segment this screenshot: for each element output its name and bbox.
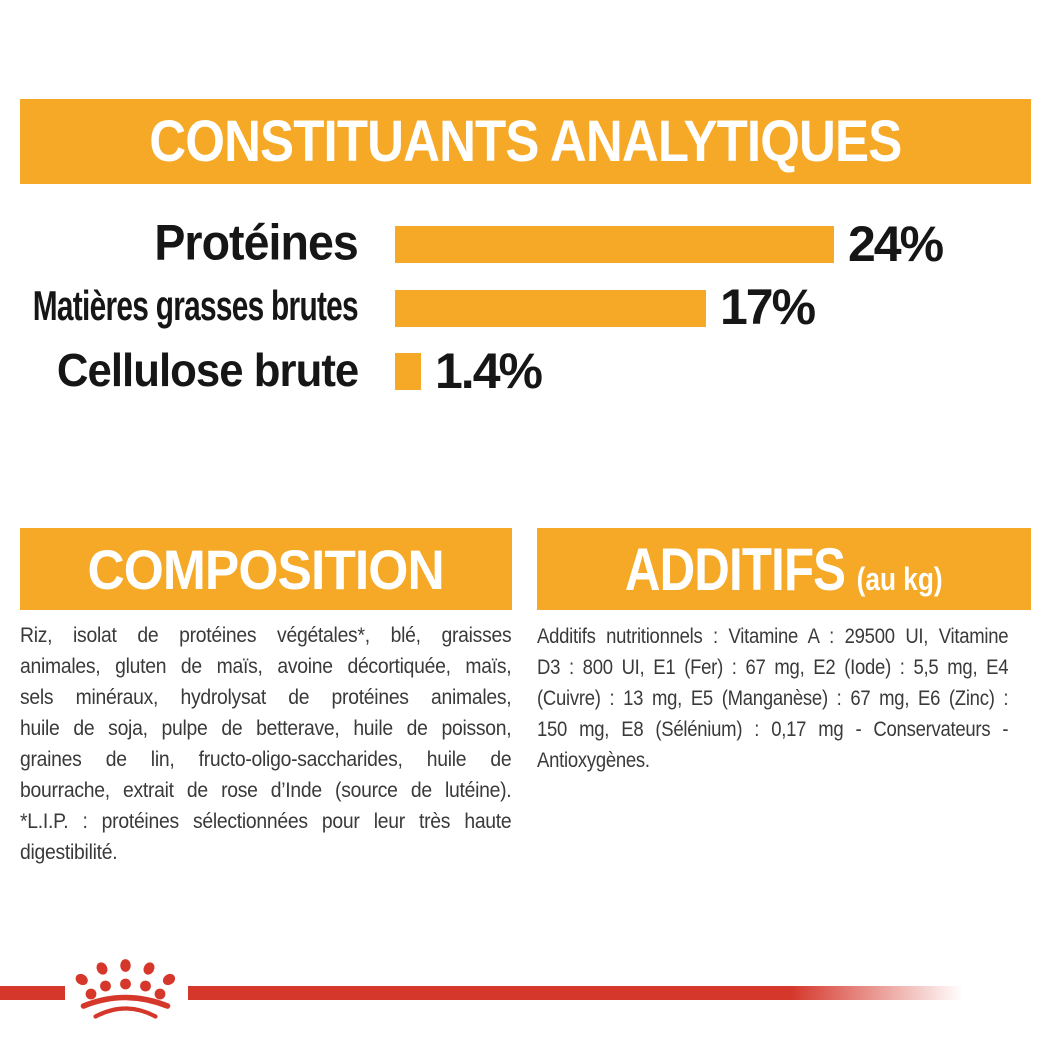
text-line: sels minéraux, hydrolysat de protéines a… [20, 685, 512, 709]
bar-0 [395, 226, 834, 263]
composition-text: Riz, isolat de protéines végétales*, blé… [20, 620, 512, 868]
text-line: animales, gluten de maïs, avoine décorti… [20, 654, 512, 678]
additives-banner: ADDITIFS (au kg) [537, 528, 1031, 610]
text-line: Additifs nutritionnels : Vitamine A : 29… [537, 624, 1009, 648]
bar-2 [395, 353, 421, 390]
text-line: digestibilité. [20, 840, 118, 864]
bar-label-1: Matières grasses brutes [32, 282, 359, 330]
analytical-constituents-banner: CONSTITUANTS ANALYTIQUES [20, 99, 1031, 184]
bar-label-2: Cellulose brute [56, 343, 359, 396]
text-line: Riz, isolat de protéines végétales*, blé… [20, 623, 512, 647]
text-line: huile de soja, pulpe de betterave, huile… [20, 716, 512, 740]
text-line: (Cuivre) : 13 mg, E5 (Manganèse) : 67 mg… [537, 686, 1009, 710]
text-line: graines de lin, fructo-oligo-saccharides… [20, 747, 512, 771]
additives-title-group: ADDITIFS (au kg) [625, 535, 943, 604]
royal-canin-crown-icon [70, 955, 182, 1030]
additives-title: ADDITIFS [625, 535, 846, 603]
brand-line-left [0, 986, 65, 1000]
composition-banner: COMPOSITION [20, 528, 512, 610]
analytical-constituents-title: CONSTITUANTS ANALYTIQUES [149, 109, 902, 174]
composition-title: COMPOSITION [87, 537, 445, 601]
bar-label-0: Protéines [154, 214, 358, 271]
additives-text: Additifs nutritionnels : Vitamine A : 29… [537, 621, 1009, 776]
text-line: Antioxygènes. [537, 748, 650, 772]
text-line: 150 mg, E8 (Sélénium) : 0,17 mg - Conser… [537, 717, 1009, 741]
bar-1 [395, 289, 706, 327]
bar-value-2: 1.4% [435, 342, 543, 399]
bar-value-0: 24% [848, 215, 944, 272]
additives-unit-note: (au kg) [856, 560, 943, 597]
text-line: *L.I.P. : protéines sélectionnées pour l… [20, 809, 512, 833]
text-line: D3 : 800 UI, E1 (Fer) : 67 mg, E2 (Iode)… [537, 655, 1009, 679]
text-line: bourrache, extrait de rose d’Inde (sourc… [20, 778, 512, 802]
bar-value-1: 17% [720, 278, 816, 335]
brand-line-right [188, 986, 1049, 1000]
